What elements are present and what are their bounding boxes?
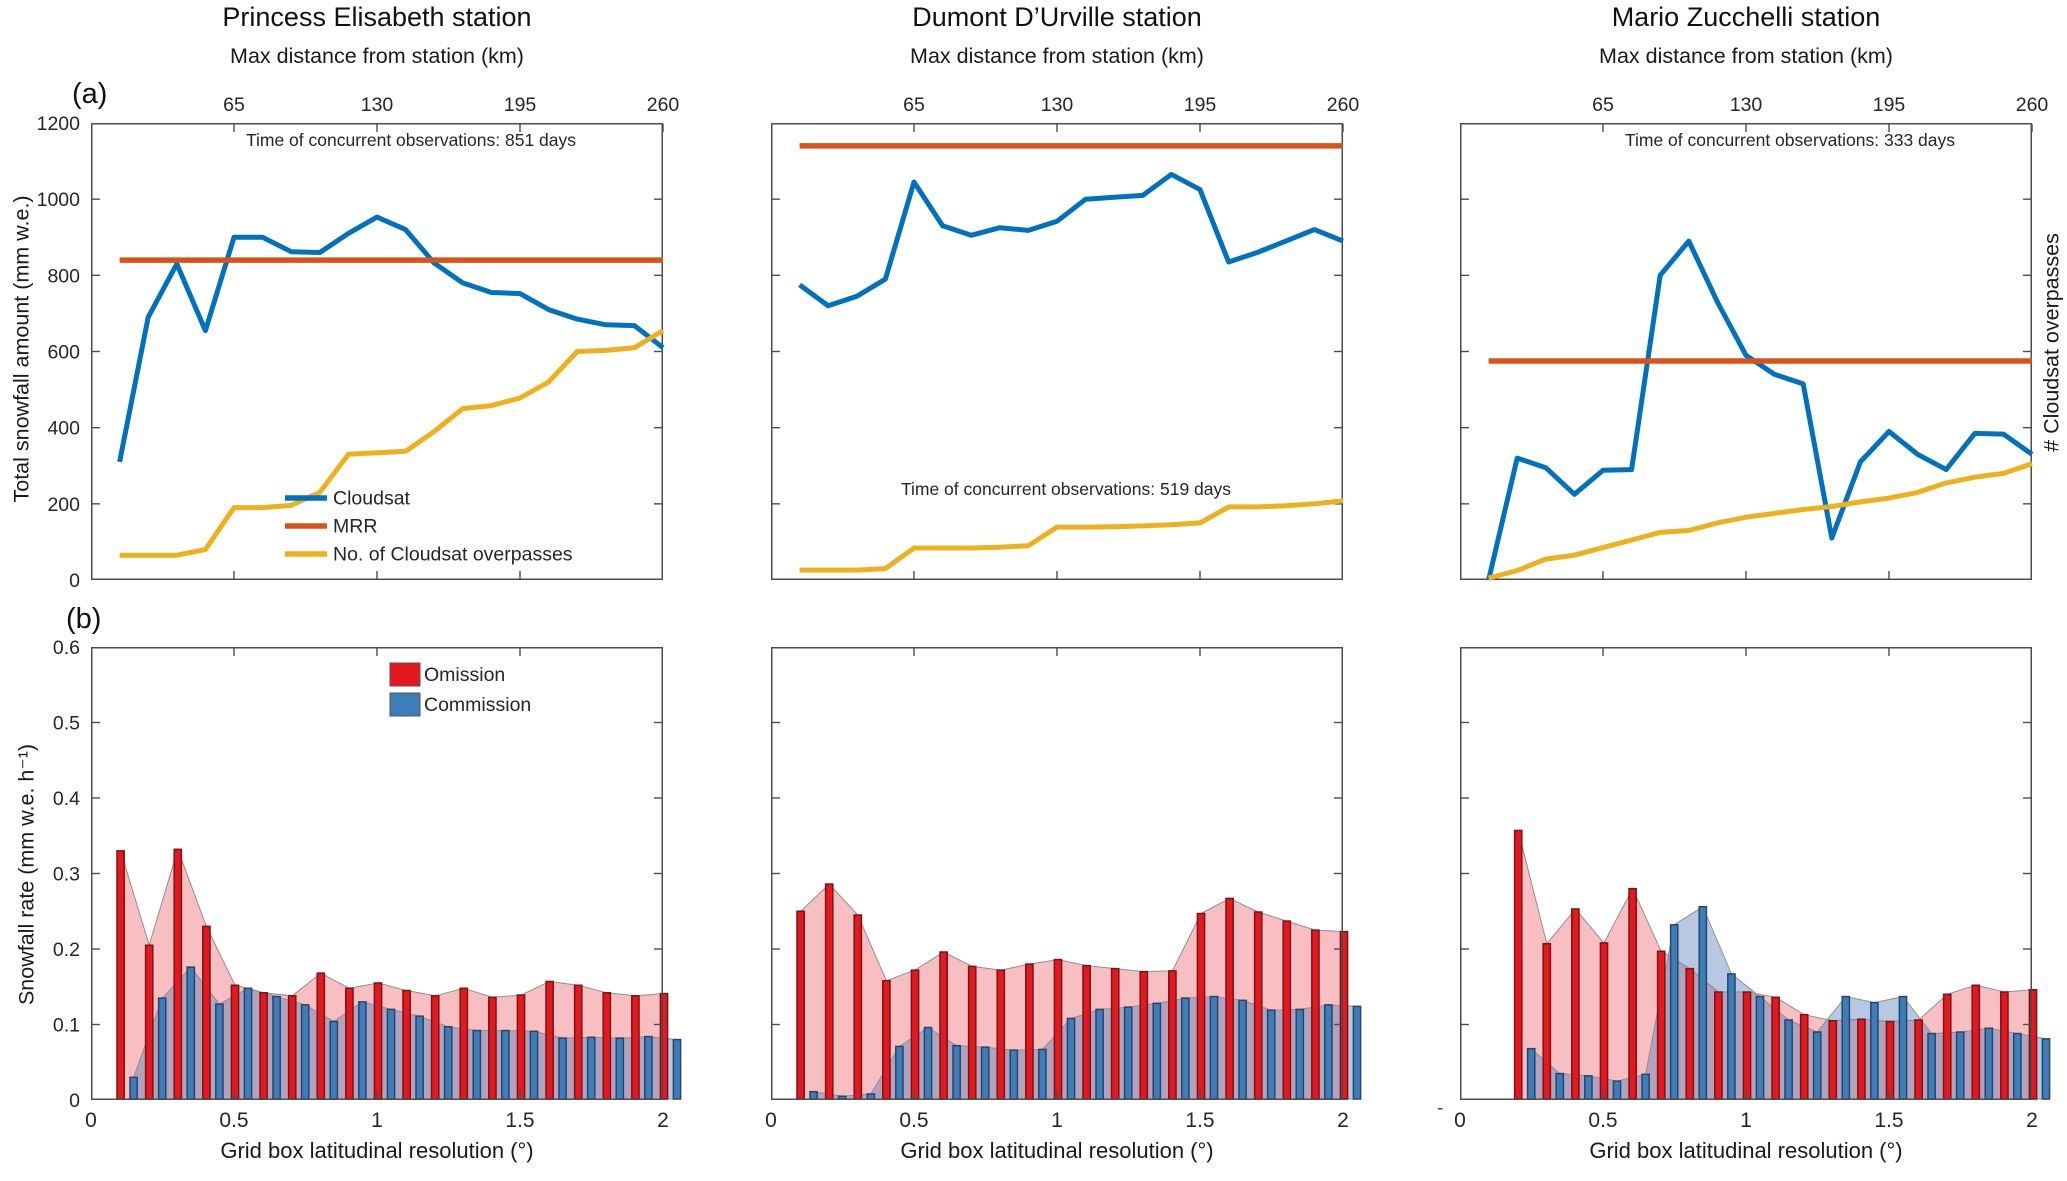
svg-text:1000: 1000 (37, 189, 81, 211)
station-title-princess-elisabeth: Princess Elisabeth station (222, 2, 532, 32)
svg-text:130: 130 (1730, 94, 1763, 116)
panel-label-a: (a) (72, 78, 108, 110)
mario-zucchelli-error-bar-chart: 0 0.5 1 1.5 2 (1454, 647, 2051, 1132)
svg-text:0.4: 0.4 (53, 788, 80, 810)
svg-text:260: 260 (647, 94, 680, 116)
svg-text:1.5: 1.5 (1185, 1109, 1214, 1132)
svg-text:Commission: Commission (424, 694, 531, 716)
svg-text:Omission: Omission (424, 664, 505, 686)
dumont-durville-snowfall-line-chart: 65 130 195 260 Time of concurrent observatio… (771, 94, 1359, 580)
svg-text:1: 1 (1051, 1109, 1063, 1132)
svg-text:Time of concurrent observation: Time of concurrent observations: 519 day… (901, 479, 1231, 499)
svg-text:195: 195 (1873, 94, 1906, 116)
dumont-durville-error-bar-chart: 0 0.5 1 1.5 2 (765, 647, 1362, 1132)
svg-text:0: 0 (765, 1109, 777, 1132)
svg-text:0: 0 (69, 570, 80, 592)
svg-text:2: 2 (2026, 1109, 2038, 1132)
svg-text:130: 130 (1041, 94, 1074, 116)
svg-text:200: 200 (47, 494, 80, 516)
svg-text:0.2: 0.2 (53, 939, 80, 961)
svg-text:1.5: 1.5 (1874, 1109, 1903, 1132)
svg-text:1200: 1200 (37, 113, 81, 135)
svg-text:MRR: MRR (333, 516, 377, 538)
svg-text:1: 1 (371, 1109, 383, 1132)
svg-text:0.6: 0.6 (53, 637, 80, 659)
svg-text:195: 195 (1184, 94, 1217, 116)
stray-tick-mark: - (1437, 1098, 1444, 1119)
svg-text:65: 65 (903, 94, 925, 116)
princess-elisabeth-error-bar-chart: 0 0.1 0.2 0.3 0.4 0.5 0.6 0 0.5 1 1.5 2 Omission Comm… (53, 637, 682, 1132)
svg-text:0.5: 0.5 (899, 1109, 928, 1132)
top-axis-title: Max distance from station (km) (1599, 44, 1893, 68)
svg-text:800: 800 (47, 265, 80, 287)
svg-text:Time of concurrent observation: Time of concurrent observations: 851 day… (246, 130, 576, 150)
svg-text:0.5: 0.5 (53, 713, 80, 735)
svg-text:No. of Cloudsat overpasses: No. of Cloudsat overpasses (333, 544, 573, 566)
svg-text:0.1: 0.1 (53, 1015, 80, 1037)
station-title-dumont-durville: Dumont D’Urville station (912, 2, 1202, 32)
station-title-mario-zucchelli: Mario Zucchelli station (1611, 2, 1881, 32)
top-axis-title: Max distance from station (km) (910, 44, 1204, 68)
x-axis-title: Grid box latitudinal resolution (°) (220, 1138, 534, 1163)
svg-text:0.5: 0.5 (1588, 1109, 1617, 1132)
svg-text:Cloudsat: Cloudsat (333, 488, 411, 510)
right-axis-title-cloudsat-overpasses: # Cloudsat overpasses (2039, 233, 2064, 452)
svg-text:195: 195 (504, 94, 537, 116)
svg-text:400: 400 (47, 418, 80, 440)
svg-text:130: 130 (361, 94, 394, 116)
x-axis-title: Grid box latitudinal resolution (°) (1589, 1138, 1903, 1163)
svg-text:65: 65 (223, 94, 245, 116)
y-axis-title-snowfall-rate: Snowfall rate (mm w.e. h⁻¹) (14, 743, 39, 1006)
svg-text:1: 1 (1740, 1109, 1752, 1132)
svg-text:0.3: 0.3 (53, 864, 80, 886)
x-axis-title: Grid box latitudinal resolution (°) (900, 1138, 1214, 1163)
svg-text:0.5: 0.5 (219, 1109, 248, 1132)
svg-text:65: 65 (1592, 94, 1614, 116)
svg-text:2: 2 (1337, 1109, 1349, 1132)
svg-text:600: 600 (47, 342, 80, 364)
svg-text:Time of concurrent observation: Time of concurrent observations: 333 day… (1625, 130, 1955, 150)
y-axis-title-total-snowfall: Total snowfall amount (mm w.e.) (9, 195, 34, 503)
mario-zucchelli-snowfall-line-chart: 65 130 195 260 Time of concurrent observatio… (1460, 94, 2048, 581)
svg-text:260: 260 (2016, 94, 2049, 116)
svg-text:260: 260 (1327, 94, 1360, 116)
svg-text:1.5: 1.5 (505, 1109, 534, 1132)
svg-text:0: 0 (85, 1109, 97, 1132)
svg-text:2: 2 (657, 1109, 669, 1132)
svg-text:0: 0 (69, 1090, 80, 1112)
panel-label-b: (b) (66, 603, 102, 635)
princess-elisabeth-snowfall-line-chart: 65 130 195 260 0 200 400 600 800 1000 1200 Time of … (37, 94, 680, 592)
svg-text:0: 0 (1454, 1109, 1466, 1132)
top-axis-title: Max distance from station (km) (230, 44, 524, 68)
